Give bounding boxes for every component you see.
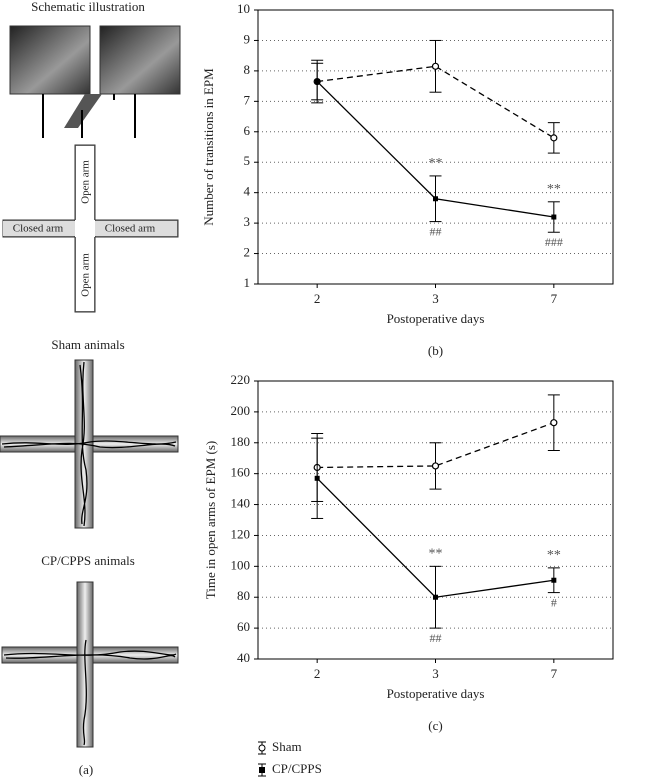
y-tick-label: 8 bbox=[244, 62, 251, 77]
chart: 40 60 80 100 120 140 160 180 200 220 2 3 7 Postoperat… bbox=[203, 372, 614, 733]
legend-label: Sham bbox=[272, 739, 302, 754]
y-axis-label: Number of transitions in EPM bbox=[201, 68, 216, 226]
x-tick-label: 2 bbox=[314, 291, 321, 306]
legend-key bbox=[258, 744, 266, 752]
x-axis-label: Postoperative days bbox=[387, 311, 485, 326]
panel-subtitle: Sham animals bbox=[51, 337, 124, 352]
y-tick-label: 80 bbox=[237, 588, 250, 603]
marker bbox=[551, 214, 557, 220]
y-tick-label: 140 bbox=[231, 496, 251, 511]
arm-label: Open arm bbox=[80, 253, 92, 297]
chart: 1 2 3 4 5 6 7 8 9 10 2 3 7 Postoperative days Number o… bbox=[201, 1, 614, 358]
x-axis-label: Postoperative days bbox=[387, 686, 485, 701]
y-tick-label: 6 bbox=[244, 123, 251, 138]
significance-label: ** bbox=[429, 156, 443, 171]
legend: Sham CP/CPPS bbox=[258, 739, 322, 777]
series-line bbox=[317, 422, 555, 469]
significance-label: ## bbox=[430, 224, 442, 238]
y-tick-label: 7 bbox=[244, 92, 251, 107]
y-tick-label: 100 bbox=[231, 557, 251, 572]
y-tick-label: 5 bbox=[244, 153, 251, 168]
y-tick-label: 160 bbox=[231, 465, 251, 480]
chart-caption: (b) bbox=[428, 343, 443, 358]
marker bbox=[433, 196, 438, 202]
chart-caption: (c) bbox=[428, 718, 442, 733]
marker bbox=[431, 462, 440, 470]
maze-3d bbox=[9, 25, 181, 138]
y-tick-label: 3 bbox=[244, 214, 251, 229]
y-tick-label: 10 bbox=[237, 1, 250, 16]
maze-plan bbox=[2, 144, 179, 313]
arm-label: Closed arm bbox=[105, 223, 156, 235]
legend-key bbox=[259, 767, 265, 773]
y-tick-label: 220 bbox=[231, 372, 251, 387]
cp-track bbox=[1, 581, 179, 748]
marker bbox=[433, 594, 438, 600]
panel-a: Schematic illustration Open arm Open arm… bbox=[0, 0, 181, 777]
y-axis-label: Time in open arms of EPM (s) bbox=[203, 441, 218, 599]
y-tick-label: 60 bbox=[237, 619, 250, 634]
marker bbox=[550, 134, 558, 142]
marker bbox=[431, 62, 440, 70]
significance-label: # bbox=[551, 595, 557, 609]
arm-label: Open arm bbox=[80, 160, 92, 204]
significance-label: ** bbox=[429, 547, 443, 562]
y-tick-label: 120 bbox=[231, 526, 251, 541]
x-tick-label: 7 bbox=[551, 291, 558, 306]
panel-caption: (a) bbox=[79, 762, 93, 777]
x-tick-label: 3 bbox=[432, 666, 439, 681]
y-tick-label: 4 bbox=[244, 184, 251, 199]
marker bbox=[551, 577, 557, 583]
significance-label: ### bbox=[545, 235, 563, 249]
y-tick-label: 200 bbox=[231, 403, 251, 418]
panel-title: Schematic illustration bbox=[31, 0, 145, 14]
y-tick-label: 180 bbox=[231, 434, 251, 449]
sham-track bbox=[0, 359, 179, 529]
legend-label: CP/CPPS bbox=[272, 761, 322, 776]
significance-label: ## bbox=[430, 631, 442, 645]
x-tick-label: 2 bbox=[314, 666, 321, 681]
significance-label: ** bbox=[547, 548, 561, 563]
series-line bbox=[317, 65, 555, 139]
marker bbox=[314, 475, 320, 481]
y-tick-label: 9 bbox=[244, 31, 251, 46]
marker bbox=[314, 79, 320, 85]
marker bbox=[550, 419, 558, 427]
arm-label: Closed arm bbox=[13, 223, 64, 235]
y-tick-label: 40 bbox=[237, 650, 250, 665]
x-tick-label: 3 bbox=[432, 291, 439, 306]
y-tick-label: 1 bbox=[244, 275, 251, 290]
x-tick-label: 7 bbox=[551, 666, 558, 681]
significance-label: ** bbox=[547, 182, 561, 197]
panel-subtitle: CP/CPPS animals bbox=[41, 553, 135, 568]
y-tick-label: 2 bbox=[244, 245, 251, 260]
